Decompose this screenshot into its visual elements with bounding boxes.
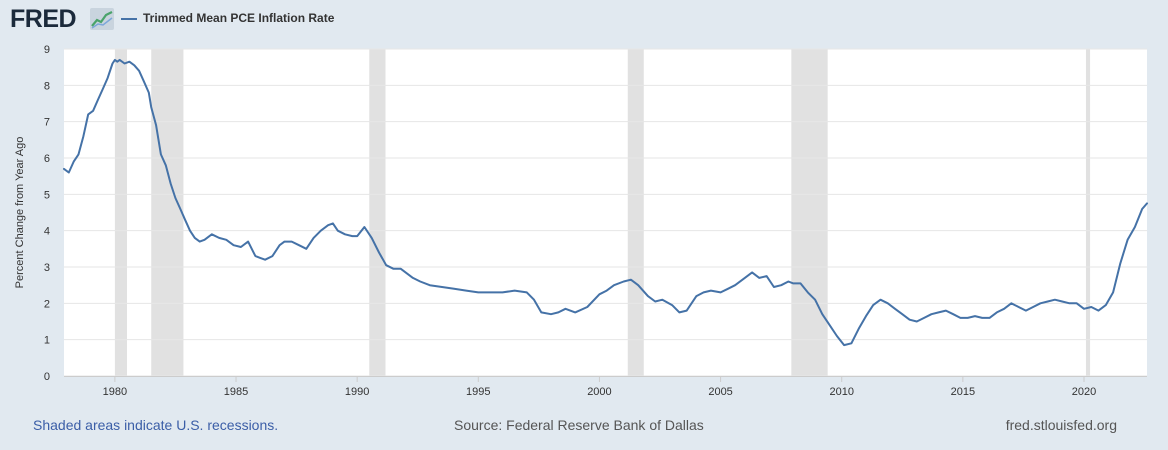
x-tick-label: 2000 [587, 386, 611, 398]
source-note: Source: Federal Reserve Bank of Dallas [454, 417, 704, 433]
recession-band [114, 49, 127, 376]
x-tick-label: 2015 [951, 386, 975, 398]
recession-note-link[interactable]: Shaded areas indicate U.S. recessions. [33, 417, 279, 433]
x-tick-label: 1995 [466, 386, 490, 398]
site-link[interactable]: fred.stlouisfed.org [1005, 417, 1117, 433]
recession-band [151, 49, 184, 376]
y-tick-label: 4 [44, 226, 50, 238]
y-axis-title: Percent Change from Year Ago [14, 137, 26, 289]
y-axis: 0 1 2 3 4 5 6 7 8 9 [44, 44, 50, 383]
chart-trend-icon [90, 8, 114, 30]
x-tick-label: 2005 [708, 386, 732, 398]
y-tick-label: 1 [44, 335, 50, 347]
x-tick-label: 1990 [345, 386, 369, 398]
legend-series-swatch [121, 18, 137, 20]
recession-band [369, 49, 386, 376]
footer: Shaded areas indicate U.S. recessions. S… [0, 412, 1168, 440]
y-tick-label: 9 [44, 44, 50, 56]
x-tick-label: 1980 [103, 386, 127, 398]
recession-band [1085, 49, 1091, 376]
header: FRED Trimmed Mean PCE Inflation Rate [0, 0, 1168, 40]
series-line[interactable] [63, 58, 1148, 347]
y-tick-label: 7 [44, 117, 50, 129]
plot-area [64, 49, 1147, 376]
chart: 0 1 2 3 4 5 6 7 8 9 1980 1985 1990 1995 2000 2005 2010 2… [14, 44, 1148, 398]
x-tick-label: 2020 [1072, 386, 1096, 398]
y-tick-label: 3 [44, 262, 50, 274]
y-tick-label: 6 [44, 153, 50, 165]
x-tick-label: 1985 [224, 386, 248, 398]
fred-logo-text: FRED [10, 5, 77, 33]
series-layer [63, 58, 1148, 347]
y-tick-label: 2 [44, 298, 50, 310]
y-tick-label: 5 [44, 189, 50, 201]
recession-band [791, 49, 828, 376]
legend-series-label: Trimmed Mean PCE Inflation Rate [143, 11, 335, 25]
y-tick-label: 8 [44, 80, 50, 92]
x-tick-label: 2010 [829, 386, 853, 398]
y-tick-label: 0 [44, 371, 50, 383]
recession-band [627, 49, 644, 376]
recession-bands [114, 49, 1091, 376]
x-axis: 1980 1985 1990 1995 2000 2005 2010 2015 2020 [64, 376, 1147, 398]
